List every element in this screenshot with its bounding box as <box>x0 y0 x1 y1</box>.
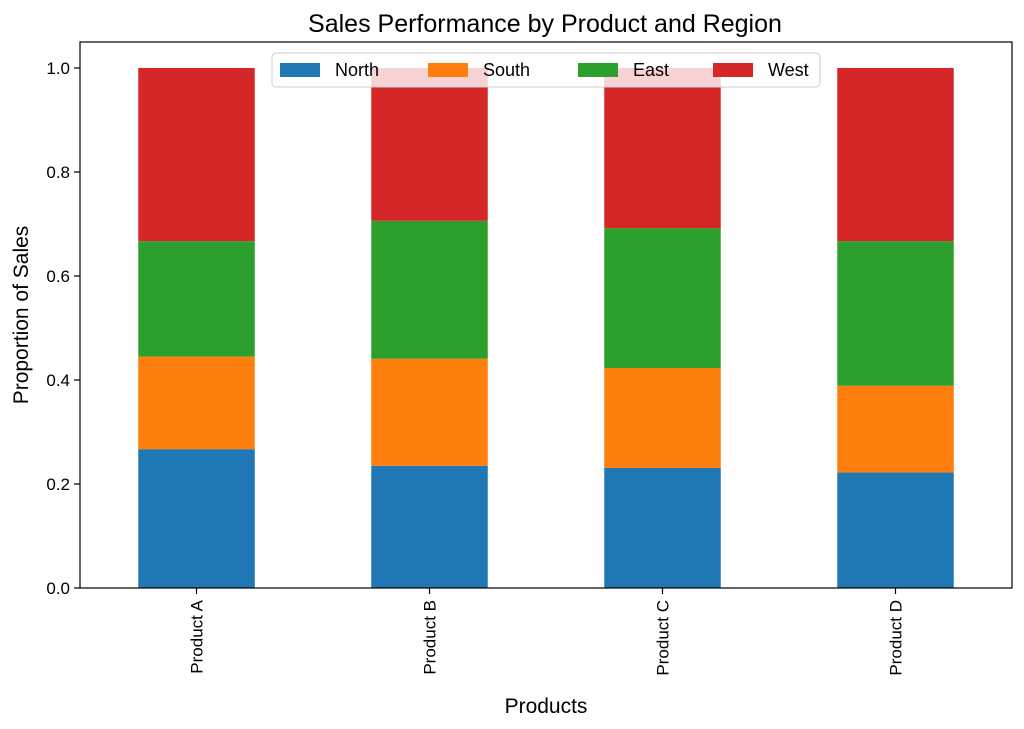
legend: North South East West <box>271 52 821 88</box>
bar-east-4 <box>837 241 954 386</box>
bar-west-2 <box>371 68 488 221</box>
bar-south-4 <box>837 385 954 473</box>
y-tick-label: 0.8 <box>46 163 70 182</box>
legend-swatch-west <box>713 63 753 77</box>
x-tick-label: Product B <box>421 600 440 675</box>
bar-north-1 <box>138 449 255 588</box>
chart-title: Sales Performance by Product and Region <box>308 10 782 38</box>
x-tick-label: Product D <box>887 600 906 676</box>
legend-label-west: West <box>768 60 809 80</box>
bar-south-2 <box>371 358 488 466</box>
bar-east-1 <box>138 241 255 357</box>
y-tick-label: 0.4 <box>46 371 70 390</box>
legend-swatch-east <box>578 63 618 77</box>
bar-west-4 <box>837 68 954 242</box>
y-tick-label: 0.6 <box>46 267 70 286</box>
bar-north-4 <box>837 472 954 588</box>
y-tick-label: 0.2 <box>46 475 70 494</box>
bar-north-3 <box>604 467 721 588</box>
bar-north-2 <box>371 465 488 588</box>
plot-frame <box>79 41 1013 589</box>
legend-swatch-north <box>280 63 320 77</box>
legend-label-east: East <box>633 60 669 80</box>
legend-label-south: South <box>483 60 530 80</box>
bar-east-2 <box>371 220 488 359</box>
bar-south-1 <box>138 356 255 450</box>
x-axis-label: Products <box>505 695 588 718</box>
bar-west-3 <box>604 68 721 229</box>
x-axis: Product A Product B Product C Product D <box>188 588 906 676</box>
legend-box <box>271 52 821 88</box>
legend-swatch-south <box>428 63 468 77</box>
bar-west-1 <box>138 68 255 242</box>
x-tick-label: Product C <box>654 600 673 676</box>
y-tick-label: 0.0 <box>46 579 70 598</box>
y-axis: 0.0 0.2 0.4 0.6 0.8 1.0 <box>46 59 80 598</box>
x-tick-label: Product A <box>188 599 207 673</box>
bar-south-3 <box>604 368 721 468</box>
bars-group <box>138 68 954 588</box>
y-tick-label: 1.0 <box>46 59 70 78</box>
legend-label-north: North <box>335 60 379 80</box>
y-axis-label: Proportion of Sales <box>10 226 33 405</box>
bar-east-3 <box>604 228 721 369</box>
